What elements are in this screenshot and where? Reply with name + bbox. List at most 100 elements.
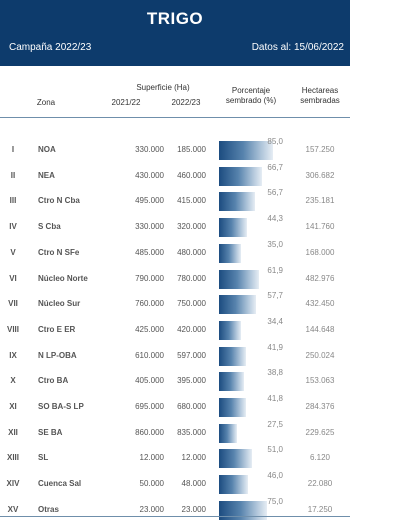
bottom-divider <box>0 516 350 517</box>
table-row: VI Núcleo Norte 790.000 780.000 61,9 482.976 <box>0 266 350 292</box>
header-divider <box>0 117 350 118</box>
table-row: VIII Ctro E ER 425.000 420.000 34,4 144.648 <box>0 317 350 343</box>
zone-number: XI <box>9 402 17 411</box>
table-row: II NEA 430.000 460.000 66,7 306.682 <box>0 163 350 189</box>
superficie-2021: 405.000 <box>135 376 164 386</box>
zone-number: XIV <box>6 479 20 489</box>
zone-name: S Cba <box>38 222 61 232</box>
superficie-2022: 597.000 <box>177 350 206 360</box>
percentage-bar <box>219 192 256 212</box>
hectareas-sembradas: 17.250 <box>307 504 333 514</box>
hectareas-sembradas: 153.063 <box>305 376 335 386</box>
data-date-label: Datos al: 15/06/2022 <box>251 42 344 53</box>
percentage-value: 41,8 <box>267 394 283 403</box>
percentage-bar <box>219 398 246 417</box>
percentage-value: 85,0 <box>267 137 283 146</box>
percentage-value: 61,9 <box>267 265 283 275</box>
zone-name: Cuenca Sal <box>38 479 82 489</box>
report-header: TRIGO Campaña 2022/23 Datos al: 15/06/20… <box>0 0 350 66</box>
percentage-value: 44,3 <box>267 214 283 224</box>
zone-number: X <box>10 376 16 386</box>
zone-number: V <box>10 247 16 257</box>
percentage-value: 51,0 <box>267 445 283 455</box>
zone-name: Núcleo Sur <box>38 299 81 309</box>
percentage-value: 56,7 <box>267 188 283 198</box>
percentage-value: 66,7 <box>267 162 283 172</box>
percentage-bar <box>219 320 242 340</box>
superficie-header: Superficie (Ha) <box>136 83 190 92</box>
superficie-2022: 185.000 <box>177 145 206 154</box>
zona-header: Zona <box>36 98 56 107</box>
zone-number: VI <box>9 273 17 283</box>
percentage-bar <box>219 218 248 238</box>
percentage-bar <box>219 295 256 315</box>
superficie-2022: 460.000 <box>177 170 206 180</box>
superficie-2022: 780.000 <box>177 273 206 283</box>
percentage-bar <box>219 243 242 263</box>
report-title: TRIGO <box>146 9 204 28</box>
superficie-2021: 330.000 <box>135 145 164 154</box>
zone-name: SE BA <box>38 427 63 437</box>
hectareas-sembradas: 144.648 <box>305 324 335 334</box>
percentage-value: 57,7 <box>267 291 283 301</box>
hectareas-header: Hectareas sembradas <box>293 86 347 106</box>
hectareas-header-line2: sembradas <box>300 96 340 105</box>
superficie-2021: 12.000 <box>139 453 164 463</box>
percentage-bar <box>219 346 246 366</box>
superficie-2021: 485.000 <box>135 247 164 257</box>
percentage-bar <box>219 475 249 495</box>
table-row: XI SO BA-S LP 695.000 680.000 41,8 284.376 <box>0 394 350 420</box>
zone-name: Ctro E ER <box>38 324 76 334</box>
table-row: XIV Cuenca Sal 50.000 48.000 46,0 22.080 <box>0 471 350 497</box>
table-row: I NOA 330.000 185.000 85,0 157.250 <box>0 137 350 163</box>
hectareas-sembradas: 157.250 <box>305 145 335 154</box>
superficie-2022: 835.000 <box>177 427 206 437</box>
table-row: IV S Cba 330.000 320.000 44,3 141.760 <box>0 214 350 240</box>
table-row: X Ctro BA 405.000 395.000 38,8 153.063 <box>0 368 350 394</box>
percentage-bar <box>219 372 244 392</box>
superficie-2021: 860.000 <box>135 427 164 437</box>
superficie-2021: 330.000 <box>135 222 164 232</box>
percentage-bar <box>219 141 274 160</box>
superficie-2021: 495.000 <box>135 196 164 206</box>
superficie-2022: 420.000 <box>177 324 206 334</box>
superficie-2021: 790.000 <box>135 273 164 283</box>
zone-number: XV <box>7 504 19 514</box>
zone-number: VII <box>8 299 18 309</box>
percentage-bar <box>219 166 262 186</box>
superficie-2022: 12.000 <box>181 453 206 463</box>
zone-number: IX <box>9 350 17 360</box>
zone-number: II <box>10 170 16 180</box>
hectareas-header-line1: Hectareas <box>301 86 339 95</box>
table-row: V Ctro N SFe 485.000 480.000 35,0 168.000 <box>0 240 350 266</box>
zone-name: Otras <box>38 504 59 514</box>
superficie-2021: 50.000 <box>139 479 164 489</box>
hectareas-sembradas: 432.450 <box>305 299 335 309</box>
zone-number: I <box>11 145 15 154</box>
hectareas-sembradas: 168.000 <box>305 247 335 257</box>
percentage-value: 27,5 <box>267 419 283 429</box>
year-2022-header: 2022/23 <box>171 98 201 107</box>
superficie-2022: 320.000 <box>177 222 206 232</box>
table-row: XV Otras 23.000 23.000 75,0 17.250 <box>0 497 350 523</box>
hectareas-sembradas: 250.024 <box>305 350 335 360</box>
percentage-value: 38,8 <box>267 368 283 378</box>
table-row: VII Núcleo Sur 760.000 750.000 57,7 432.450 <box>0 291 350 317</box>
superficie-2021: 425.000 <box>135 324 164 334</box>
zone-name: SO BA-S LP <box>38 402 84 411</box>
superficie-2022: 680.000 <box>177 402 206 411</box>
percentage-value: 35,0 <box>267 239 283 249</box>
porcentaje-header-line1: Porcentaje <box>231 86 271 95</box>
zone-number: VIII <box>6 324 19 334</box>
percentage-bar <box>219 449 252 469</box>
superficie-2021: 760.000 <box>135 299 164 309</box>
zone-name: Ctro BA <box>38 376 69 386</box>
zone-number: XII <box>8 427 18 437</box>
hectareas-sembradas: 235.181 <box>305 196 335 206</box>
percentage-value: 41,9 <box>267 342 283 352</box>
percentage-value: 34,4 <box>267 316 283 326</box>
zone-name: Ctro N Cba <box>38 196 80 206</box>
percentage-bar <box>219 500 267 520</box>
hectareas-sembradas: 229.625 <box>305 427 335 437</box>
zone-name: SL <box>38 453 49 463</box>
